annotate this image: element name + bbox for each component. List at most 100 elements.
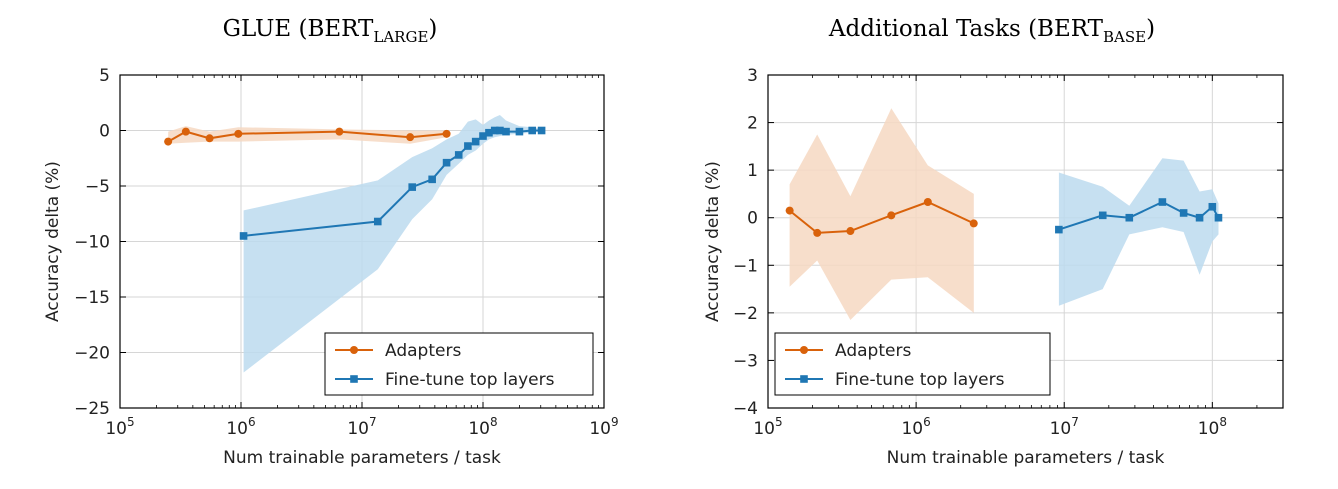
chart-title-main: Additional Tasks (BERT: [828, 16, 1104, 42]
x-tick-base: 10: [105, 419, 127, 439]
data-point-finetune: [515, 127, 524, 136]
data-point-adapters: [923, 198, 932, 207]
data-point-finetune: [442, 158, 451, 167]
data-point-finetune: [1195, 213, 1204, 222]
x-tick-exponent: 8: [490, 415, 498, 429]
chart-title: GLUE (BERTLARGE): [223, 16, 438, 46]
y-tick-label: −5: [85, 177, 110, 197]
data-point-adapters: [164, 137, 173, 146]
x-tick-exponent: 6: [248, 415, 256, 429]
chart-title-subscript: BASE: [1103, 28, 1146, 46]
data-point-finetune: [1158, 198, 1167, 206]
chart-title-main: GLUE (BERT: [223, 16, 374, 42]
x-tick-label: 108: [1198, 415, 1227, 439]
data-point-finetune: [490, 126, 499, 135]
x-tick-label: 107: [347, 415, 376, 439]
x-axis-label: Num trainable parameters / task: [887, 448, 1165, 468]
data-point-finetune: [496, 126, 504, 135]
data-point-finetune: [502, 127, 510, 136]
chart-title-end: ): [1146, 16, 1155, 42]
x-tick-label: 106: [226, 415, 255, 439]
x-tick-label: 106: [901, 415, 930, 439]
x-tick-label: 105: [753, 415, 782, 439]
data-point-finetune: [537, 126, 546, 135]
data-point-finetune: [528, 126, 536, 135]
legend: Adapters Fine-tune top layers: [324, 332, 594, 396]
data-point-finetune: [464, 142, 472, 150]
data-point-finetune: [1055, 225, 1063, 234]
y-tick-label: 5: [99, 66, 110, 86]
data-point-adapters: [335, 127, 344, 136]
y-tick-label: 0: [747, 209, 758, 229]
series-line-adapters: [788, 200, 975, 234]
x-axis-label: Num trainable parameters / task: [223, 448, 501, 468]
legend-label-finetune: Fine-tune top layers: [835, 370, 1005, 390]
x-tick-label: 109: [589, 415, 618, 439]
legend-box: [774, 332, 1051, 396]
y-tick-label: −10: [74, 233, 110, 253]
x-tick-exponent: 6: [923, 415, 931, 429]
data-point-finetune: [1179, 209, 1188, 217]
data-point-finetune: [1214, 213, 1223, 222]
y-tick-label: 0: [99, 122, 110, 142]
x-tick-exponent: 9: [611, 415, 619, 429]
legend: Adapters Fine-tune top layers: [774, 332, 1051, 396]
y-tick-label: −4: [733, 399, 758, 419]
data-point-adapters: [234, 129, 243, 138]
x-tick-base: 10: [1050, 419, 1072, 439]
confidence-band-adapters: [789, 108, 974, 320]
x-tick-base: 10: [753, 419, 775, 439]
y-tick-label: −15: [74, 288, 110, 308]
data-point-adapters: [406, 133, 415, 142]
x-tick-base: 10: [226, 419, 248, 439]
data-point-adapters: [846, 227, 855, 236]
legend-marker-adapters: [800, 346, 808, 354]
chart-title-subscript: LARGE: [373, 28, 428, 46]
legend-marker-adapters: [350, 346, 358, 354]
data-point-finetune: [408, 183, 417, 191]
chart-title-end: ): [428, 16, 437, 42]
data-point-finetune: [454, 151, 463, 159]
y-tick-label: 1: [747, 161, 758, 181]
chart-panel-1: GLUE (BERTLARGE)105 106 107 108 10950−5−10−1…: [43, 16, 619, 468]
chart-title: Additional Tasks (BERTBASE): [828, 16, 1155, 46]
data-point-finetune: [1098, 211, 1107, 220]
data-point-adapters: [785, 206, 794, 215]
x-tick-exponent: 8: [1219, 415, 1227, 429]
data-point-finetune: [373, 217, 382, 226]
y-tick-label: 2: [747, 114, 758, 134]
x-tick-base: 10: [901, 419, 923, 439]
confidence-band-finetune: [1058, 158, 1219, 306]
legend-marker-finetune: [800, 375, 808, 383]
x-tick-exponent: 7: [369, 415, 377, 429]
data-point-adapters: [887, 211, 896, 220]
x-tick-base: 10: [589, 419, 611, 439]
data-point-finetune: [485, 128, 493, 137]
x-tick-exponent: 5: [775, 415, 783, 429]
y-tick-label: −25: [74, 399, 110, 419]
data-point-finetune: [1125, 213, 1134, 222]
data-point-finetune: [1208, 202, 1217, 211]
data-point-adapters: [205, 134, 214, 143]
x-tick-exponent: 5: [127, 415, 135, 429]
chart-panel-2: Additional Tasks (BERTBASE)105 106 107 1083…: [703, 16, 1284, 468]
x-tick-base: 10: [468, 419, 490, 439]
data-point-finetune: [239, 232, 248, 240]
y-axis-label: Accuracy delta (%): [703, 161, 723, 322]
x-tick-label: 108: [468, 415, 497, 439]
y-tick-label: −3: [733, 351, 758, 371]
data-point-finetune: [428, 175, 436, 184]
data-point-adapters: [181, 127, 190, 136]
legend-label-adapters: Adapters: [835, 341, 911, 361]
x-tick-label: 105: [105, 415, 134, 439]
data-point-adapters: [969, 219, 978, 228]
plot-frame: [767, 74, 1284, 409]
legend-marker-finetune: [350, 375, 358, 383]
x-tick-label: 107: [1050, 415, 1079, 439]
data-point-adapters: [442, 129, 451, 138]
legend-box: [324, 332, 594, 396]
data-point-finetune: [471, 137, 480, 146]
confidence-band-finetune: [243, 115, 542, 373]
x-tick-exponent: 7: [1071, 415, 1079, 429]
